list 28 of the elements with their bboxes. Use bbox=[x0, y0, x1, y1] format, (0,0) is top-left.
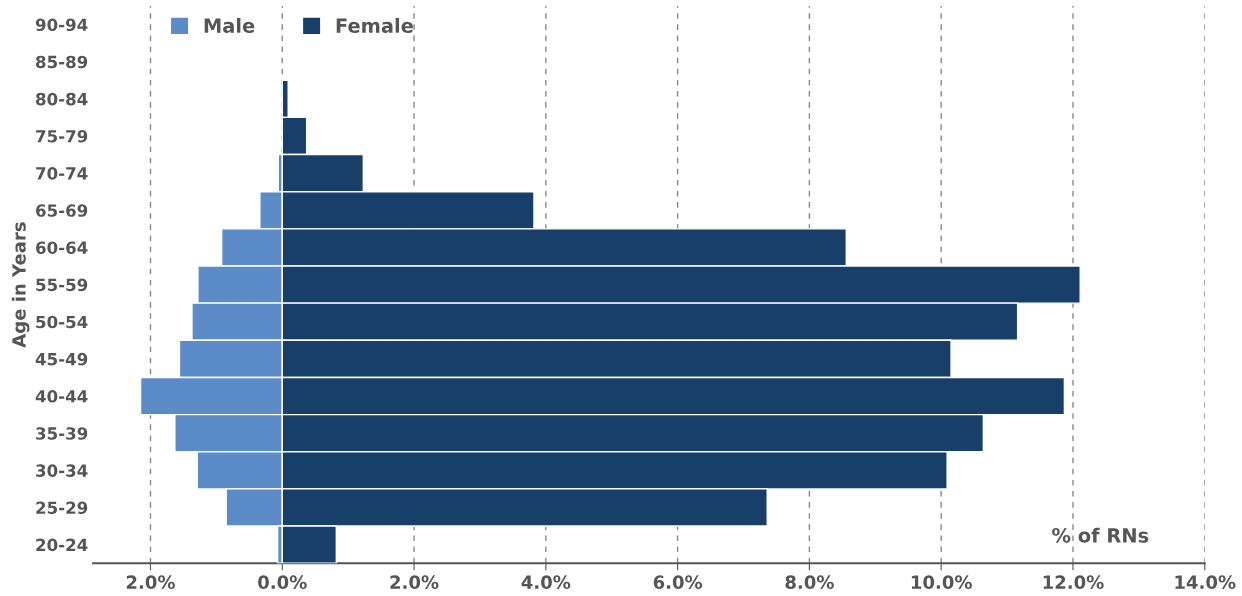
x-tick-label: 14.0% bbox=[1175, 575, 1236, 589]
y-tick-label: 75-79 bbox=[36, 129, 88, 143]
x-tick-label: 2.0% bbox=[390, 575, 439, 589]
y-tick-label: 40-44 bbox=[35, 390, 88, 403]
x-tick-label: 10.0% bbox=[911, 575, 972, 589]
y-tick-label: 30-34 bbox=[36, 464, 88, 477]
y-tick-label: 45-49 bbox=[35, 352, 88, 366]
legend-label: Female bbox=[336, 17, 413, 33]
y-tick-label: 85-89 bbox=[36, 55, 88, 69]
y-tick-label: 70-74 bbox=[36, 167, 88, 180]
y-tick-label: 80-84 bbox=[36, 92, 88, 106]
y-tick-label: 35-39 bbox=[36, 427, 88, 440]
y-tick-label: 60-64 bbox=[36, 241, 88, 255]
x-axis-title: % of RNs bbox=[1052, 527, 1149, 543]
legend-label: Male bbox=[204, 17, 255, 33]
x-tick-label: 4.0% bbox=[521, 575, 571, 589]
y-tick-label: 50-54 bbox=[36, 315, 88, 329]
y-axis-title: Age in Years bbox=[11, 222, 30, 348]
y-tick-label: 65-69 bbox=[36, 204, 88, 217]
y-tick-label: 20-24 bbox=[36, 538, 88, 552]
x-tick-label: 8.0% bbox=[785, 575, 834, 589]
x-tick-label: 12.0% bbox=[1043, 575, 1104, 589]
x-tick-label: 0.0% bbox=[258, 575, 307, 589]
y-tick-label: 25-29 bbox=[36, 501, 88, 515]
x-tick-label: 6.0% bbox=[653, 575, 703, 589]
y-tick-label: 55-59 bbox=[36, 278, 88, 292]
y-tick-label: 90-94 bbox=[35, 18, 88, 32]
x-tick-label: 2.0% bbox=[126, 575, 175, 589]
